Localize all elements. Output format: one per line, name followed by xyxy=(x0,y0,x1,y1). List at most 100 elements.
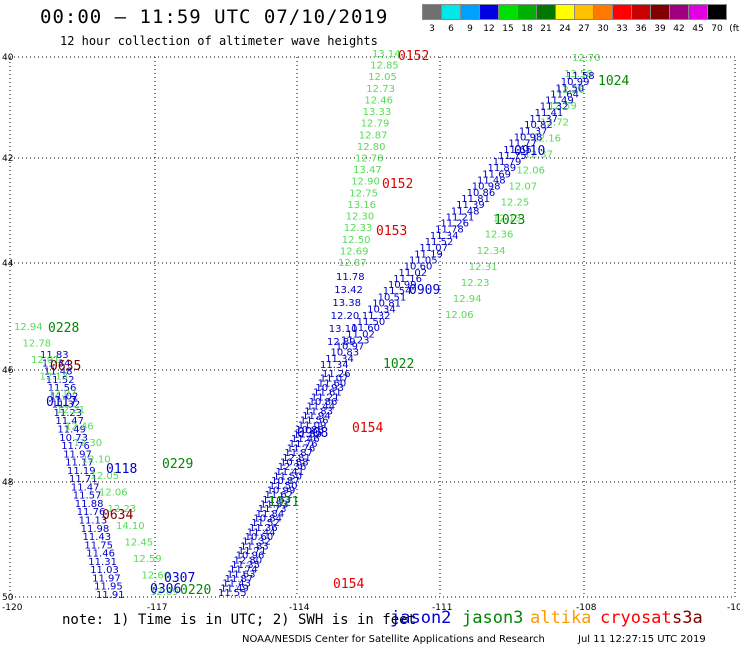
wave-height-label: 11.76 xyxy=(287,444,316,455)
wave-height-label: 11.44 xyxy=(307,402,336,413)
wave-height-label: 11.62 xyxy=(265,490,294,501)
legend-label: 6 xyxy=(448,24,454,34)
wave-height-label: 11.54 xyxy=(383,286,412,297)
wave-height-label: 11.75 xyxy=(84,540,113,551)
satellite-label: cryosat xyxy=(600,608,672,628)
legend-label: 42 xyxy=(673,24,685,34)
wave-height-label: 10.82 xyxy=(524,120,553,131)
wave-height-label: 11.17 xyxy=(65,458,94,469)
note-text: note: 1) Time is in UTC; 2) SWH is in fe… xyxy=(62,612,417,628)
wave-height-label: 12.80 xyxy=(357,142,386,153)
wave-height-label: 10.88 xyxy=(280,458,309,469)
wave-height-label: 12.94 xyxy=(14,322,43,333)
legend-label: 27 xyxy=(578,24,590,34)
legend-label: 33 xyxy=(616,24,628,34)
wave-height-label: 12.59 xyxy=(133,554,162,565)
wave-height-label: 12.36 xyxy=(485,230,514,241)
wave-height-label: 11.74 xyxy=(229,565,258,576)
wave-height-label: 14.10 xyxy=(116,521,145,532)
legend-label: 18 xyxy=(521,24,533,34)
wave-height-label: 12.69 xyxy=(340,246,369,257)
wave-height-label: 11.34 xyxy=(42,358,71,369)
wave-height-label: 12.07 xyxy=(48,388,77,399)
wave-height-label: 11.59 xyxy=(293,430,322,441)
wave-height-label: 12.36 xyxy=(278,462,307,473)
wave-height-label: 11.09 xyxy=(298,420,327,431)
wave-height-label: 12.89 xyxy=(327,337,356,348)
wave-height-label: 12.06 xyxy=(516,165,545,176)
wave-height-label: 12.25 xyxy=(501,198,530,209)
wave-height-label: 11.41 xyxy=(535,108,564,119)
wave-height-label: 11.34 xyxy=(320,360,349,371)
wave-height-label: 11.60 xyxy=(351,323,380,334)
credit-text: NOAA/NESDIS Center for Satellite Applica… xyxy=(242,634,545,645)
lat-tick-label: 48 xyxy=(2,478,14,488)
wave-height-label: 11.32 xyxy=(362,311,391,322)
pass-id-label: 0229 xyxy=(162,457,193,472)
wave-height-label: 11.02 xyxy=(399,268,428,279)
wave-height-label: 12.07 xyxy=(509,182,538,193)
wave-height-label: 11.78 xyxy=(336,272,365,283)
wave-height-label: 11.89 xyxy=(488,163,517,174)
wave-height-label: 10.87 xyxy=(271,476,300,487)
page-title: 00:00 – 11:59 UTC 07/10/2019 xyxy=(40,6,389,28)
pass-id-label: 0152 xyxy=(398,49,429,64)
legend-label: 39 xyxy=(654,24,666,34)
wave-height-label: 10.84 xyxy=(253,513,282,524)
wave-height-label: 12.31 xyxy=(469,262,498,273)
wave-height-label: 11.50 xyxy=(357,317,386,328)
wave-height-label: 11.32 xyxy=(540,102,569,113)
wave-height-label: 12.01 xyxy=(31,355,60,366)
wave-height-label: 12.81 xyxy=(282,453,311,464)
wave-height-label: 11.43 xyxy=(222,579,251,590)
pass-id-label: 0153 xyxy=(376,224,407,239)
wave-height-label: 11.79 xyxy=(493,157,522,168)
satellite-label: jason2 xyxy=(390,608,452,628)
wave-height-label: 10.99 xyxy=(561,77,590,88)
legend-label: 9 xyxy=(467,24,473,34)
pass-id-label: 0154 xyxy=(333,577,364,592)
legend-swatch xyxy=(707,4,727,20)
lon-tick-label: -114 xyxy=(289,603,310,613)
legend-label: 21 xyxy=(540,24,552,34)
wave-height-label: 10.97 xyxy=(336,342,365,353)
wave-height-label: 12.73 xyxy=(366,84,395,95)
wave-height-label: 11.56 xyxy=(300,416,329,427)
wave-height-label: 10.73 xyxy=(59,433,88,444)
wave-height-label: 11.32 xyxy=(52,400,81,411)
wave-height-label: 11.63 xyxy=(227,569,256,580)
pass-id-label: 0117 xyxy=(46,395,77,410)
wave-height-label: 11.26 xyxy=(440,219,469,230)
wave-height-label: 11.43 xyxy=(83,532,112,543)
legend-label: 24 xyxy=(559,24,571,34)
wave-height-label: 12.89 xyxy=(150,587,179,598)
wave-height-label: 11.34 xyxy=(325,354,354,365)
wave-height-label: 10.99 xyxy=(267,486,296,497)
legend-label: 30 xyxy=(597,24,609,34)
wave-height-label: 13.58 xyxy=(564,69,593,80)
wave-height-label: 12.80 xyxy=(234,555,263,566)
wave-height-label: 12.23 xyxy=(461,278,490,289)
wave-height-label: 11.50 xyxy=(273,472,302,483)
wave-height-label: 11.50 xyxy=(556,83,585,94)
wave-height-label: 11.23 xyxy=(341,335,370,346)
legend-label: 15 xyxy=(502,24,514,34)
wave-height-label: 12.37 xyxy=(524,149,553,160)
pass-id-label: 1023 xyxy=(494,213,525,228)
pass-id-label: 1021 xyxy=(268,495,299,510)
lon-tick-label: -108 xyxy=(576,603,597,613)
wave-height-label: 11.87 xyxy=(284,448,313,459)
wave-height-label: 12.10 xyxy=(82,455,111,466)
wave-height-label: 11.36 xyxy=(249,523,278,534)
wave-height-label: 11.52 xyxy=(46,375,75,386)
wave-height-label: 11.50 xyxy=(269,481,298,492)
wave-height-label: 11.44 xyxy=(247,527,276,538)
pass-id-label: 0634 xyxy=(102,508,133,523)
wave-height-label: 11.83 xyxy=(304,406,333,417)
wave-height-label: 11.19 xyxy=(414,249,443,260)
wave-height-label: 12.75 xyxy=(349,188,378,199)
wave-height-label: 11.02 xyxy=(346,329,375,340)
legend-label: 70 xyxy=(711,24,723,34)
wave-height-label: 11.49 xyxy=(545,96,574,107)
wave-height-label: 12.30 xyxy=(74,438,103,449)
